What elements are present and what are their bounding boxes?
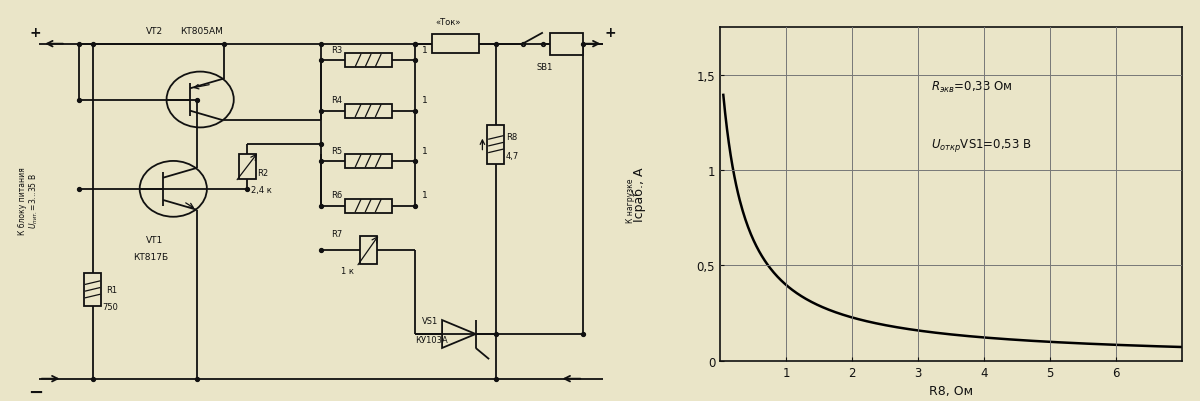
Text: К нагрузке: К нагрузке bbox=[625, 178, 635, 223]
Text: К блоку питания: К блоку питания bbox=[18, 167, 26, 234]
Text: 1: 1 bbox=[422, 146, 427, 155]
Text: R2: R2 bbox=[257, 168, 269, 177]
Text: R6: R6 bbox=[331, 191, 342, 200]
Text: 4,7: 4,7 bbox=[506, 152, 520, 161]
Bar bbox=[84, 273, 101, 306]
Text: $U_{пит.}$=3...35 В: $U_{пит.}$=3...35 В bbox=[28, 173, 40, 228]
Y-axis label: Iсраб., А: Iсраб., А bbox=[634, 167, 646, 222]
Bar bbox=[550, 33, 583, 56]
Bar bbox=[432, 35, 479, 54]
Text: R1: R1 bbox=[106, 286, 118, 294]
Bar bbox=[344, 104, 391, 118]
Text: VS1: VS1 bbox=[422, 316, 438, 325]
Text: $U_{откр}$VS1=0,53 В: $U_{откр}$VS1=0,53 В bbox=[931, 136, 1032, 154]
Text: +: + bbox=[30, 26, 41, 40]
Text: 750: 750 bbox=[103, 302, 119, 311]
Bar bbox=[344, 199, 391, 213]
Text: 1 к: 1 к bbox=[341, 266, 354, 275]
Text: R8: R8 bbox=[506, 132, 517, 141]
Text: 1: 1 bbox=[422, 96, 427, 105]
Text: VT2: VT2 bbox=[146, 26, 163, 35]
Bar bbox=[344, 54, 391, 68]
X-axis label: R8, Ом: R8, Ом bbox=[929, 384, 973, 397]
Text: SB1: SB1 bbox=[536, 63, 552, 72]
Text: «Ток»: «Ток» bbox=[436, 18, 461, 27]
Text: КУ103А: КУ103А bbox=[415, 336, 448, 344]
Text: КТ817Б: КТ817Б bbox=[133, 252, 168, 261]
Text: R7: R7 bbox=[331, 230, 342, 239]
Bar bbox=[344, 154, 391, 168]
Bar bbox=[487, 125, 504, 164]
Bar bbox=[239, 154, 256, 180]
Text: $R_{экв}$=0,33 Ом: $R_{экв}$=0,33 Ом bbox=[931, 79, 1013, 95]
Text: R3: R3 bbox=[331, 46, 342, 55]
Text: −: − bbox=[28, 383, 43, 401]
Text: +: + bbox=[605, 26, 616, 40]
Text: 2,4 к: 2,4 к bbox=[251, 185, 271, 194]
Text: КТ805АМ: КТ805АМ bbox=[180, 26, 223, 35]
Text: R5: R5 bbox=[331, 146, 342, 155]
Bar bbox=[360, 237, 377, 265]
Text: VT1: VT1 bbox=[146, 235, 163, 244]
Text: 1: 1 bbox=[422, 46, 427, 55]
Text: 1: 1 bbox=[422, 191, 427, 200]
Text: R4: R4 bbox=[331, 96, 342, 105]
